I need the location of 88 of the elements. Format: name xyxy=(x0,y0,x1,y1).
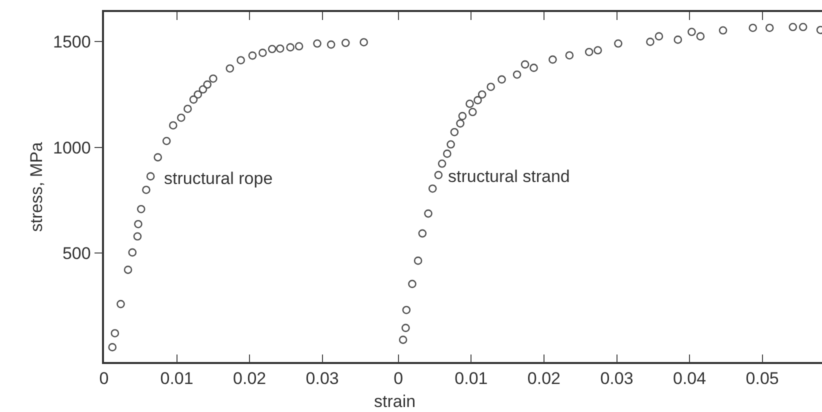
point xyxy=(258,48,267,57)
point xyxy=(584,48,594,56)
point xyxy=(124,266,132,274)
point xyxy=(177,114,186,122)
point xyxy=(654,32,664,40)
point xyxy=(438,159,446,168)
point xyxy=(512,70,522,79)
point xyxy=(108,343,117,352)
point xyxy=(194,90,202,99)
point xyxy=(696,32,705,40)
point xyxy=(146,172,155,180)
point xyxy=(474,96,482,104)
point xyxy=(154,153,162,162)
annotation: structural rope xyxy=(164,169,273,188)
point xyxy=(446,140,455,149)
point xyxy=(688,28,696,36)
y-tick-label: 1500 xyxy=(53,32,91,52)
point xyxy=(456,119,464,128)
point xyxy=(798,22,808,32)
point xyxy=(498,75,506,84)
point xyxy=(286,43,294,52)
point xyxy=(134,220,142,228)
point xyxy=(478,90,486,99)
y-tick-label: 1000 xyxy=(53,138,91,158)
y-tick-label: 500 xyxy=(62,244,91,264)
point xyxy=(414,256,422,265)
point xyxy=(443,150,452,158)
point xyxy=(594,46,602,54)
point xyxy=(614,39,622,48)
point xyxy=(236,56,245,64)
x-tick-label: 0.01 xyxy=(454,369,488,388)
point xyxy=(313,39,322,48)
point xyxy=(718,26,728,35)
x-tick-label: 0 xyxy=(99,369,109,388)
point xyxy=(276,44,284,53)
point xyxy=(128,248,137,257)
point xyxy=(466,100,474,108)
point xyxy=(765,24,774,32)
point xyxy=(468,108,477,116)
point xyxy=(162,136,171,146)
point xyxy=(402,324,410,332)
point xyxy=(198,85,208,94)
point xyxy=(326,40,336,49)
point xyxy=(486,82,495,92)
point xyxy=(424,209,432,218)
point xyxy=(418,229,427,238)
point xyxy=(142,186,150,194)
x-tick-label: 0.02 xyxy=(527,369,561,388)
point xyxy=(203,80,212,89)
point xyxy=(402,306,411,314)
point xyxy=(168,121,178,130)
point xyxy=(360,38,368,46)
point xyxy=(674,36,682,44)
point xyxy=(408,280,416,288)
point xyxy=(184,104,192,114)
point xyxy=(458,112,467,120)
point xyxy=(294,42,304,50)
x-tick-label: 0 xyxy=(394,369,404,388)
point xyxy=(268,44,276,54)
x-tick-label: 0.05 xyxy=(746,369,779,388)
point xyxy=(209,74,218,83)
point xyxy=(788,22,798,32)
point xyxy=(548,55,557,64)
point xyxy=(434,170,443,180)
point xyxy=(530,64,538,72)
x-tick-label: 0.03 xyxy=(306,369,339,388)
point xyxy=(398,336,408,344)
point xyxy=(450,128,459,136)
point xyxy=(116,300,125,308)
point xyxy=(565,51,574,60)
point xyxy=(520,60,530,69)
x-tick-label: 0.02 xyxy=(233,369,266,388)
x-axis-title: strain xyxy=(374,392,416,411)
point xyxy=(341,38,350,48)
x-tick-label: 0.01 xyxy=(160,369,194,388)
point xyxy=(136,204,146,214)
annotation: structural strand xyxy=(448,167,570,186)
x-tick-label: 0.03 xyxy=(600,369,634,388)
point xyxy=(133,232,142,241)
point xyxy=(110,329,120,338)
point xyxy=(748,24,758,32)
point xyxy=(226,64,234,73)
point xyxy=(248,51,257,60)
point xyxy=(189,95,198,104)
x-tick-label: 0.04 xyxy=(672,369,706,388)
point xyxy=(428,184,437,193)
y-axis-title: stress, MPa xyxy=(27,142,46,232)
point xyxy=(646,38,654,46)
